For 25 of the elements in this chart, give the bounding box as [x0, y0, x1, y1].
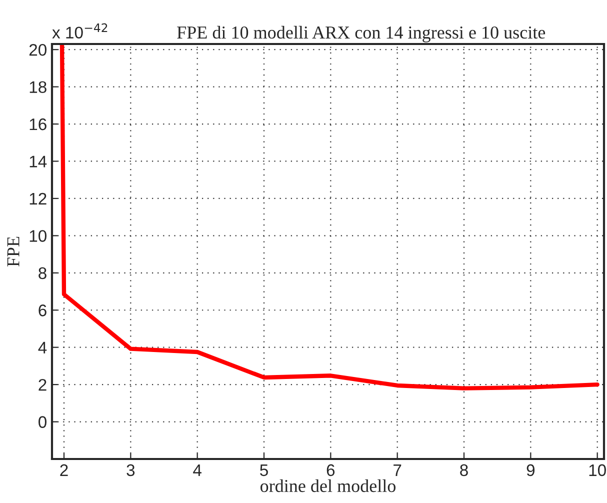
x-tick-label: 8 [460, 464, 468, 476]
y-tick-label: 2 [38, 378, 46, 391]
y-tick-label: 16 [30, 118, 46, 130]
chart-title: FPE di 10 modelli ARX con 14 ingressi e 10 uscite [177, 26, 546, 42]
y-tick-label: 0 [38, 416, 46, 428]
line-series [60, 44, 600, 390]
x-tick-label: 5 [260, 464, 268, 476]
x-tick-label: 4 [193, 464, 202, 476]
y-tick-label: 12 [30, 192, 46, 204]
x-tick-label: 9 [526, 464, 535, 476]
y-tick-label: 4 [38, 342, 47, 354]
y-tick-label: 14 [30, 156, 47, 168]
y-tick-label: 6 [38, 304, 46, 316]
y-tick-label: 18 [30, 81, 46, 94]
y-tick-label: 10 [30, 230, 46, 242]
x-tick-label: 3 [126, 464, 135, 476]
x-axis-title: ordine del modello [260, 479, 396, 492]
x-tick-label: 6 [326, 464, 335, 476]
y-tick-label: 8 [38, 267, 46, 280]
y-tick-label: 20 [29, 44, 46, 56]
x-tick-label: 10 [589, 464, 606, 476]
text: x 10$^{−42}$ [52, 23, 108, 39]
x-tick-label: 7 [394, 464, 402, 476]
x-tick-label: 2 [60, 464, 68, 476]
y-axis-title: FPE [7, 236, 20, 267]
